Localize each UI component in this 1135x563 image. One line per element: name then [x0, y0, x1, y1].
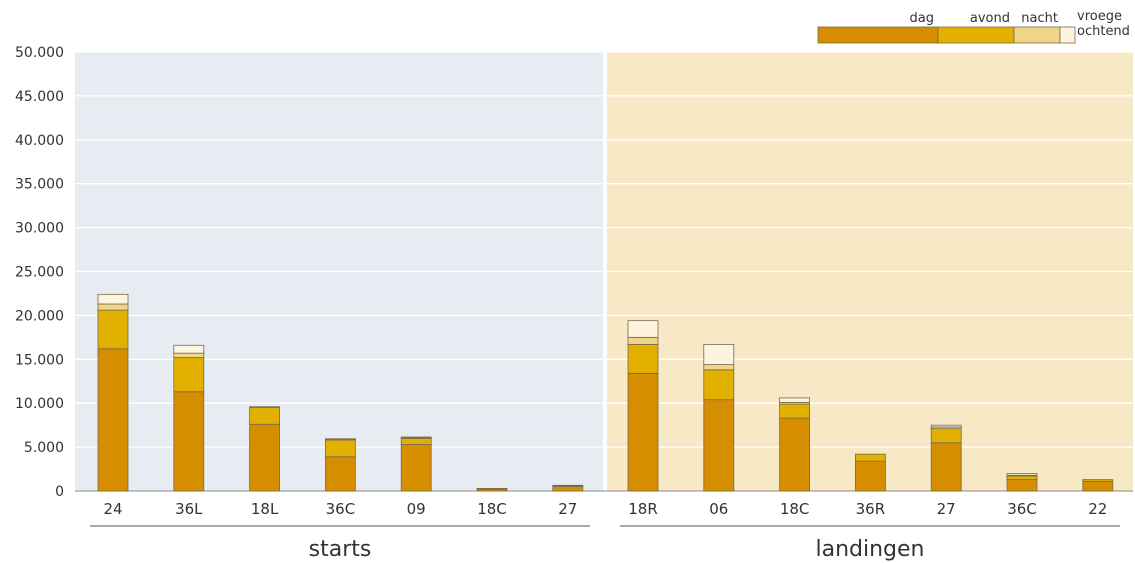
bar-starts-18L-avond	[249, 407, 281, 425]
bar-starts-36C-dag	[324, 456, 356, 492]
bar-landingen-22-dag	[1082, 480, 1114, 492]
category-label: 22	[1088, 500, 1107, 518]
bar-landingen-36R-dag	[855, 460, 886, 492]
category-label: 36R	[856, 500, 886, 518]
bar-landingen-18C-vroege-ochtend	[779, 397, 810, 403]
y-tick-label: 25.000	[15, 265, 64, 281]
category-label: 18C	[477, 500, 507, 518]
legend-label: vroege	[1077, 9, 1122, 24]
bar-starts-24-dag	[97, 348, 129, 492]
category-label: 18L	[251, 500, 279, 518]
y-tick-label: 10.000	[15, 396, 64, 412]
bar-starts-36C-vroege-ochtend	[324, 438, 356, 440]
category-label: 09	[407, 500, 426, 518]
bar-landingen-27-vroege-ochtend	[930, 424, 962, 428]
bar-landingen-18R-vroege-ochtend	[627, 320, 659, 338]
bar-landingen-27-avond	[930, 428, 962, 444]
bar-starts-24-nacht	[97, 303, 129, 311]
bar-landingen-27-dag	[930, 442, 962, 492]
bar-starts-36L-nacht	[173, 352, 205, 358]
bar-starts-18L-dag	[249, 423, 281, 492]
bar-landingen-36C-avond	[1006, 475, 1038, 480]
bar-landingen-18C-avond	[779, 403, 810, 419]
category-label: 36L	[175, 500, 203, 518]
category-label: 24	[103, 500, 122, 518]
category-label: 36C	[1007, 500, 1037, 518]
legend-swatch-avond	[937, 26, 1015, 44]
legend-swatch-vroege-ochtend	[1059, 26, 1076, 44]
y-tick-label: 35.000	[15, 177, 64, 193]
y-tick-label: 50.000	[15, 45, 64, 61]
y-tick-label: 45.000	[15, 89, 64, 105]
legend-label: nacht	[1021, 11, 1058, 26]
group-label: landingen	[815, 537, 924, 562]
category-label: 27	[937, 500, 956, 518]
category-label: 27	[558, 500, 577, 518]
bar-starts-18L-nacht	[249, 406, 281, 408]
bar-starts-27-dag	[552, 486, 584, 492]
bar-starts-24-avond	[97, 309, 129, 350]
bar-starts-27-nacht	[552, 484, 584, 487]
bar-landingen-36R-avond	[855, 453, 886, 462]
bar-starts-09-avond	[400, 437, 432, 445]
y-tick-label: 20.000	[15, 308, 64, 324]
bar-landingen-18R-nacht	[627, 336, 659, 345]
group-labels: starts landingen	[90, 525, 1120, 562]
y-tick-label: 15.000	[15, 352, 64, 368]
bar-starts-18C-avond	[476, 487, 508, 490]
bar-starts-36C-avond	[324, 439, 356, 458]
y-axis: 0 5.000 10.000 15.000 20.000 25.000 30.000 35.0…	[15, 45, 1133, 500]
bar-landingen-06-avond	[703, 369, 735, 401]
y-tick-label: 30.000	[15, 221, 64, 237]
category-labels: 24 36L 18L 36C 09 18C 27 18R 06 18C 36R 27 36C 22	[103, 500, 1107, 518]
bar-landingen-18C-dag	[779, 417, 810, 492]
bar-landingen-18R-dag	[627, 372, 659, 492]
legend-swatch-dag	[817, 26, 939, 44]
bar-landingen-06-dag	[703, 399, 735, 492]
bar-landingen-22-avond	[1082, 479, 1114, 482]
legend-label: avond	[970, 11, 1010, 26]
bar-starts-09-vroege-ochtend	[400, 436, 432, 438]
category-label: 36C	[326, 500, 356, 518]
group-label: starts	[309, 537, 372, 562]
bar-landingen-06-nacht	[703, 364, 735, 371]
bar-landingen-06-vroege-ochtend	[703, 343, 735, 365]
y-tick-label: 40.000	[15, 133, 64, 149]
legend-label: dag	[910, 11, 934, 26]
bar-starts-36L-avond	[173, 357, 205, 393]
category-label: 18C	[780, 500, 810, 518]
bar-landingen-36C-dag	[1006, 479, 1038, 492]
bar-starts-09-dag	[400, 444, 432, 492]
bar-starts-36L-vroege-ochtend	[173, 344, 205, 354]
gridlines	[75, 51, 1133, 448]
category-label: 06	[709, 500, 728, 518]
y-tick-label: 0	[55, 484, 64, 500]
bar-landingen-18R-avond	[627, 343, 659, 374]
bar-starts-24-vroege-ochtend	[97, 293, 129, 305]
bar-starts-36L-dag	[173, 391, 205, 492]
legend-swatch-nacht	[1013, 26, 1061, 44]
legend-label: ochtend	[1077, 24, 1130, 39]
bars	[97, 293, 1114, 492]
bar-landingen-36C-vroege-ochtend	[1006, 473, 1038, 476]
y-tick-label: 5.000	[24, 440, 64, 456]
category-label: 18R	[628, 500, 658, 518]
